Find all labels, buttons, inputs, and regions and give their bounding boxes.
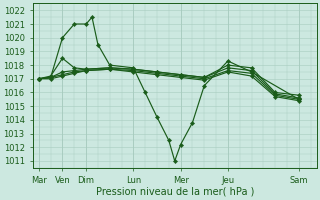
X-axis label: Pression niveau de la mer( hPa ): Pression niveau de la mer( hPa ): [96, 187, 254, 197]
